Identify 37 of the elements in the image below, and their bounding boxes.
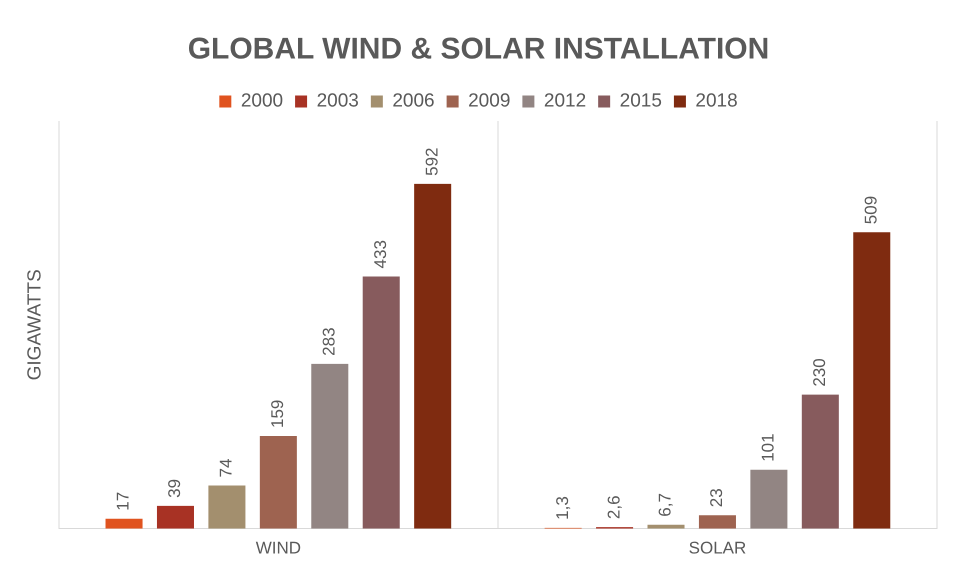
- bar: [208, 486, 246, 529]
- data-label: 101: [758, 433, 778, 462]
- legend-label: 2018: [695, 90, 738, 112]
- data-label: 1,3: [552, 496, 572, 520]
- chart-title: GLOBAL WIND & SOLAR INSTALLATION: [188, 32, 770, 66]
- bar: [698, 515, 736, 529]
- y-axis-title: GIGAWATTS: [24, 269, 46, 380]
- bar: [802, 394, 839, 529]
- bar: [311, 364, 348, 529]
- legend-label: 2003: [316, 90, 359, 112]
- data-label: 17: [114, 492, 133, 511]
- data-label: 433: [370, 240, 390, 268]
- data-label: 230: [810, 358, 830, 387]
- legend-label: 2000: [240, 90, 284, 112]
- data-label: 159: [268, 400, 288, 428]
- legend-label: 2006: [392, 90, 435, 112]
- data-label: 283: [319, 327, 338, 356]
- legend-label: 2009: [468, 90, 510, 112]
- data-label: 509: [861, 196, 880, 224]
- data-label: 74: [216, 458, 236, 478]
- x-tick-label: WIND: [256, 538, 302, 558]
- legend-label: 2012: [544, 90, 586, 112]
- data-label: 592: [422, 148, 442, 176]
- legend-label: 2015: [620, 90, 662, 112]
- bar: [853, 232, 890, 529]
- bar: [414, 184, 452, 529]
- data-label: 23: [707, 488, 726, 508]
- bar: [260, 436, 297, 529]
- data-label: 2,6: [604, 495, 624, 520]
- data-label: 39: [165, 478, 184, 498]
- bar: [362, 276, 400, 529]
- bar: [647, 524, 685, 529]
- bar: [750, 470, 788, 529]
- x-tick-label: SOLAR: [688, 538, 746, 558]
- bar: [106, 518, 143, 529]
- bar: [156, 506, 194, 529]
- data-label: 6,7: [656, 493, 675, 517]
